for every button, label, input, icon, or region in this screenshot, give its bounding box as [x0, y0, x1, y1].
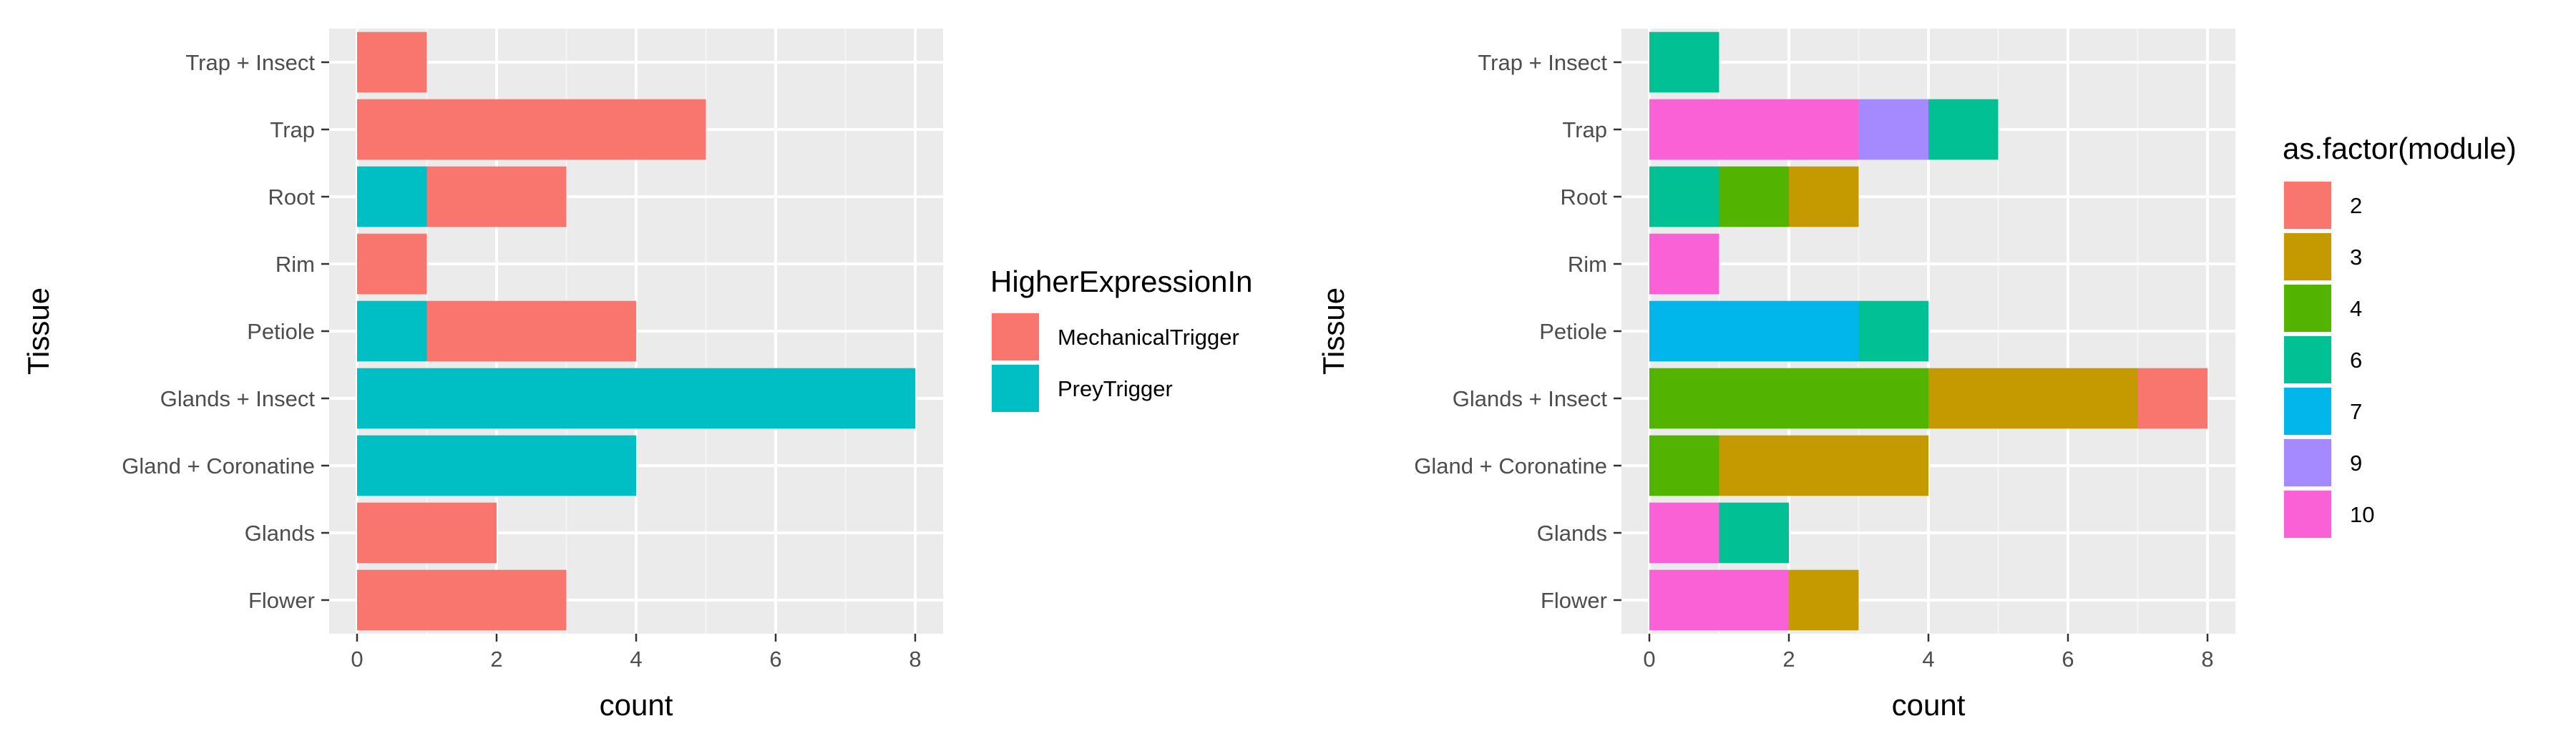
legend-key-3: [2284, 233, 2331, 280]
legend-key-6: [2284, 336, 2331, 383]
bar-petiole-preytrigger: [357, 300, 427, 362]
x-tick-label: 0: [1643, 647, 1655, 672]
bar-gland-coronatine-preytrigger: [357, 435, 636, 496]
right-chart: Flower Glands Gland + Coronatine Glands + I…: [1317, 29, 2517, 722]
bar-glands-insect-preytrigger: [357, 368, 915, 429]
y-tick-label: Root: [1561, 185, 1608, 210]
y-tick-label: Glands: [245, 521, 315, 546]
y-tick-label: Gland + Coronatine: [122, 453, 315, 478]
legend-title: HigherExpressionIn: [990, 265, 1253, 298]
bar-flower-mechanicaltrigger: [357, 569, 567, 631]
y-tick-label: Root: [268, 185, 316, 210]
legend-key-7: [2284, 388, 2331, 435]
bar-trap-9: [1858, 99, 1928, 160]
y-tick-label: Gland + Coronatine: [1414, 453, 1607, 478]
bar-trap-mechanicaltrigger: [357, 99, 706, 160]
legend-label: PreyTrigger: [1058, 376, 1173, 401]
legend-label: 9: [2350, 451, 2362, 476]
bar-glands-insect-2: [2137, 368, 2207, 429]
y-tick-label: Rim: [1568, 252, 1607, 277]
legend-key-10: [2284, 491, 2331, 538]
bar-gland-coronatine-3: [1719, 435, 1928, 496]
y-tick-label: Glands + Insect: [160, 386, 316, 411]
bar-trap-10: [1649, 99, 1859, 160]
x-tick-label: 6: [2062, 647, 2074, 672]
legend-label: 2: [2350, 193, 2362, 218]
y-tick-label: Glands + Insect: [1453, 386, 1608, 411]
x-tick-label: 8: [2201, 647, 2213, 672]
y-axis-title: Tissue: [21, 288, 55, 375]
bar-glands-mechanicaltrigger: [357, 502, 497, 564]
legend: as.factor(module) 2 3 4 6 7 9 10: [2283, 132, 2517, 539]
bar-petiole-6: [1858, 300, 1928, 362]
bar-flower-3: [1789, 569, 1859, 631]
bar-trap-insect-6: [1649, 31, 1719, 93]
bar-petiole-mechanicaltrigger: [426, 300, 636, 362]
bar-glands-6: [1719, 502, 1789, 564]
legend-label: 7: [2350, 399, 2362, 424]
y-tick-label: Trap + Insect: [185, 50, 315, 75]
y-tick-label: Trap + Insect: [1478, 50, 1607, 75]
legend-key-preytrigger: [992, 365, 1039, 412]
bar-glands-insect-3: [1928, 368, 2138, 429]
bar-flower-10: [1649, 569, 1789, 631]
x-tick-label: 6: [769, 647, 781, 672]
x-axis-title: count: [600, 688, 673, 722]
y-tick-label: Glands: [1537, 521, 1607, 546]
x-tick-label: 4: [1922, 647, 1934, 672]
bar-root-6: [1649, 166, 1719, 227]
bar-petiole-7: [1649, 300, 1859, 362]
legend-key-9: [2284, 439, 2331, 486]
legend-key-4: [2284, 285, 2331, 332]
x-axis-title: count: [1892, 688, 1966, 722]
legend-label: 3: [2350, 245, 2362, 270]
y-tick-label: Petiole: [1539, 319, 1607, 344]
bar-root-preytrigger: [357, 166, 427, 227]
bar-trap-insect-mechanicaltrigger: [357, 31, 427, 93]
x-tick-label: 2: [490, 647, 502, 672]
x-tick-label: 8: [909, 647, 921, 672]
y-axis-title: Tissue: [1317, 288, 1350, 375]
legend-label: 6: [2350, 348, 2362, 373]
bar-root-mechanicaltrigger: [426, 166, 567, 227]
legend-title: as.factor(module): [2283, 132, 2517, 165]
bar-gland-coronatine-4: [1649, 435, 1719, 496]
bar-root-4: [1719, 166, 1789, 227]
bar-trap-6: [1928, 99, 1999, 160]
legend-key-mechanicaltrigger: [992, 313, 1039, 360]
y-tick-label: Petiole: [247, 319, 315, 344]
y-tick-label: Flower: [248, 588, 315, 613]
y-tick-label: Trap: [1562, 117, 1607, 142]
legend-key-2: [2284, 182, 2331, 229]
left-chart: Flower Glands Gland + Coronatine Glands + I…: [21, 29, 1253, 722]
y-tick-label: Flower: [1541, 588, 1607, 613]
legend: HigherExpressionIn MechanicalTrigger PreyT…: [990, 265, 1253, 413]
y-tick-label: Rim: [275, 252, 315, 277]
legend-label: MechanicalTrigger: [1058, 325, 1239, 350]
bar-root-3: [1789, 166, 1859, 227]
bar-rim-mechanicaltrigger: [357, 233, 427, 295]
bar-glands-insect-4: [1649, 368, 1928, 429]
bar-rim-10: [1649, 233, 1719, 295]
legend-label: 10: [2350, 502, 2374, 527]
x-tick-label: 0: [351, 647, 363, 672]
bar-glands-10: [1649, 502, 1719, 564]
legend-label: 4: [2350, 296, 2362, 321]
x-tick-label: 2: [1782, 647, 1795, 672]
x-tick-label: 4: [630, 647, 642, 672]
y-tick-label: Trap: [270, 117, 315, 142]
